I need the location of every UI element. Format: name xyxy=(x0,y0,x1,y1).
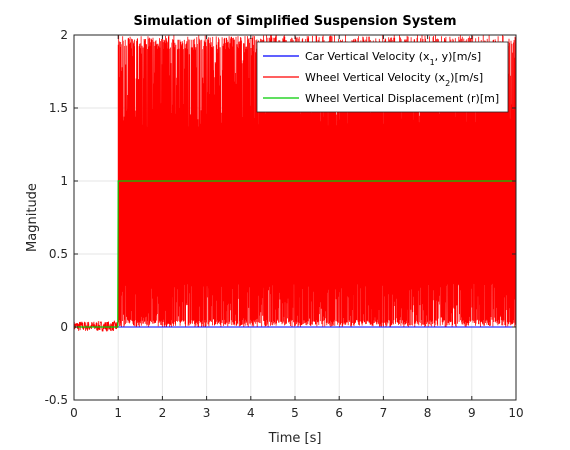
plot-data-layer xyxy=(73,34,517,332)
x-tick-label: 0 xyxy=(70,406,78,420)
legend-label-subscript: 2 xyxy=(445,79,450,88)
legend-label: Car Vertical Velocity (x1, y)[m/s] xyxy=(305,50,481,67)
x-tick-label: 9 xyxy=(468,406,476,420)
x-tick-label: 2 xyxy=(159,406,167,420)
x-axis-label: Time [s] xyxy=(268,431,322,446)
legend-label-tail: , y)[m/s] xyxy=(435,50,482,63)
y-tick-label: -0.5 xyxy=(45,393,68,407)
y-tick-label: 0.5 xyxy=(49,247,68,261)
y-axis-label: Magnitude xyxy=(25,183,40,252)
wheel-velocity-line xyxy=(73,34,517,332)
wheel-displacement-line xyxy=(74,180,516,328)
x-tick-label: 1 xyxy=(114,406,122,420)
legend-label-main: Car Vertical Velocity (x xyxy=(305,50,430,63)
x-tick-label: 10 xyxy=(508,406,523,420)
legend-label: Wheel Vertical Displacement (r)[m] xyxy=(305,92,499,105)
legend-label-main: Wheel Vertical Velocity (x xyxy=(305,71,446,84)
ticks-layer: 0 1 2 3 4 5 6 7 8 9 10-0.500.511.52 xyxy=(45,28,524,420)
x-tick-label: 3 xyxy=(203,406,211,420)
chart-title: Simulation of Simplified Suspension Syst… xyxy=(133,14,456,29)
legend-label-main: Wheel Vertical Displacement (r)[m] xyxy=(305,92,499,105)
x-tick-label: 6 xyxy=(335,406,343,420)
x-tick-label: 8 xyxy=(424,406,432,420)
x-tick-label: 5 xyxy=(291,406,299,420)
y-tick-label: 2 xyxy=(60,28,68,42)
x-tick-label: 4 xyxy=(247,406,255,420)
x-tick-label: 7 xyxy=(380,406,388,420)
legend-label: Wheel Vertical Velocity (x2)[m/s] xyxy=(305,71,483,88)
legend: Car Vertical Velocity (x1, y)[m/s] Wheel … xyxy=(256,41,509,113)
y-tick-label: 1.5 xyxy=(49,101,68,115)
legend-label-subscript: 1 xyxy=(430,58,435,67)
y-tick-label: 0 xyxy=(60,320,68,334)
y-tick-label: 1 xyxy=(60,174,68,188)
legend-label-tail: )[m/s] xyxy=(450,71,483,84)
